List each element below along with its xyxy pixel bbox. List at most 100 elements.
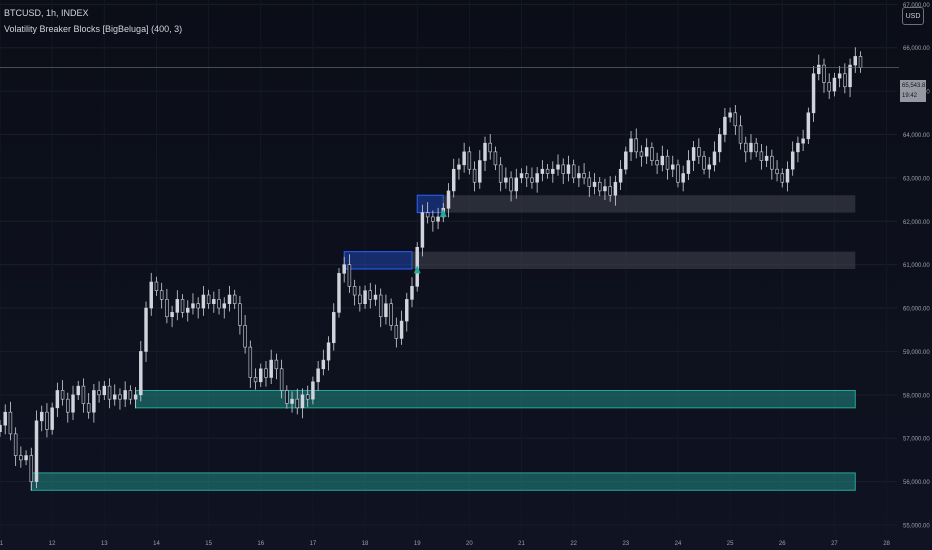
candle (159, 282, 164, 309)
x-tick-label: 21 (518, 541, 525, 547)
bear-breaker-zone (416, 194, 444, 214)
candle (790, 141, 795, 176)
symbol-title[interactable]: BTCUSD, 1h, INDEX (4, 8, 89, 18)
markers-layer (413, 208, 447, 274)
candle (587, 171, 592, 197)
candle (858, 51, 863, 73)
candle (45, 403, 49, 438)
candle (770, 149, 774, 180)
candle (232, 289, 237, 309)
candle (321, 349, 326, 376)
candle (759, 144, 764, 170)
y-tick-label: 60,000.00 (903, 307, 930, 313)
x-tick-label: 26 (779, 541, 786, 547)
candle (405, 292, 409, 332)
candle (368, 282, 373, 309)
bull-breaker-zone (135, 389, 856, 409)
y-tick-label: 61,000.00 (903, 263, 930, 269)
candle (399, 310, 404, 345)
candle (154, 276, 159, 296)
candle (269, 349, 273, 384)
candle (384, 294, 388, 325)
candles-layer (0, 47, 863, 491)
candle (712, 141, 717, 172)
indicator-title[interactable]: Volatility Breaker Blocks [BigBeluga] (4… (4, 24, 183, 34)
y-tick-label: 59,000.00 (903, 350, 930, 356)
candle (212, 291, 216, 313)
candle (524, 165, 529, 187)
last-price-tag: 65,543.81 19:42 (900, 80, 929, 102)
candle (446, 183, 451, 218)
x-tick-label: 20 (466, 541, 473, 547)
x-tick-label: 13 (101, 541, 108, 547)
candle (457, 158, 461, 180)
candle (347, 254, 352, 293)
candle (300, 388, 305, 419)
candle (285, 385, 289, 409)
candle (843, 63, 847, 94)
candle (8, 401, 13, 441)
candle (723, 108, 727, 143)
candle (123, 381, 127, 407)
price-axis[interactable]: 55,000.00 56,000.00 57,000.00 58,000.00 59,0… (903, 3, 930, 530)
candle (472, 161, 477, 192)
currency-button[interactable]: USD (902, 7, 924, 25)
candle (425, 202, 430, 224)
bear-breaker-zone (343, 251, 413, 270)
x-tick-label: 28 (883, 541, 890, 547)
candle (165, 288, 169, 324)
candle (618, 160, 623, 191)
candle (149, 272, 153, 316)
candle (644, 138, 649, 165)
candle (754, 137, 758, 158)
candle (551, 161, 555, 183)
candle (60, 380, 65, 406)
candle (97, 381, 101, 403)
candle (274, 353, 279, 380)
candle (702, 150, 706, 175)
candle (24, 450, 28, 466)
y-tick-label: 55,000.00 (903, 523, 930, 529)
x-tick-label: 24 (675, 541, 682, 547)
candle (410, 277, 414, 308)
y-tick-label: 64,000.00 (903, 133, 930, 139)
candle (279, 359, 284, 399)
candle (483, 136, 487, 171)
candle (556, 154, 560, 176)
candle (733, 104, 738, 135)
candle (535, 167, 539, 193)
zones-layer (30, 194, 856, 491)
candle (358, 285, 362, 312)
candle (764, 145, 769, 168)
candle (295, 388, 299, 415)
x-tick-label: 12 (49, 541, 56, 547)
candle (806, 107, 811, 145)
candle (337, 268, 341, 318)
candle (55, 382, 60, 417)
candle (118, 388, 122, 410)
candle (478, 150, 482, 189)
candle (86, 393, 91, 419)
candle (373, 284, 378, 306)
candle (624, 146, 628, 175)
candle (305, 385, 310, 407)
candle (738, 115, 743, 150)
y-tick-label: 66,000.00 (903, 46, 930, 52)
candle (608, 176, 612, 202)
x-tick-label: 18 (362, 541, 369, 547)
candle (467, 146, 472, 175)
candle (92, 383, 96, 423)
candle (170, 305, 174, 328)
candle (81, 378, 86, 413)
candle (634, 128, 638, 159)
candle (19, 446, 23, 468)
candle (326, 336, 331, 371)
candle (389, 298, 393, 331)
candle (180, 294, 185, 318)
x-tick-label: 25 (727, 541, 734, 547)
x-tick-label: 23 (622, 541, 629, 547)
candle (592, 173, 597, 195)
time-axis[interactable]: 11 12 13 14 15 16 17 18 19 20 21 22 23 24 25 26 27 28 (0, 541, 891, 547)
candle (253, 368, 258, 390)
